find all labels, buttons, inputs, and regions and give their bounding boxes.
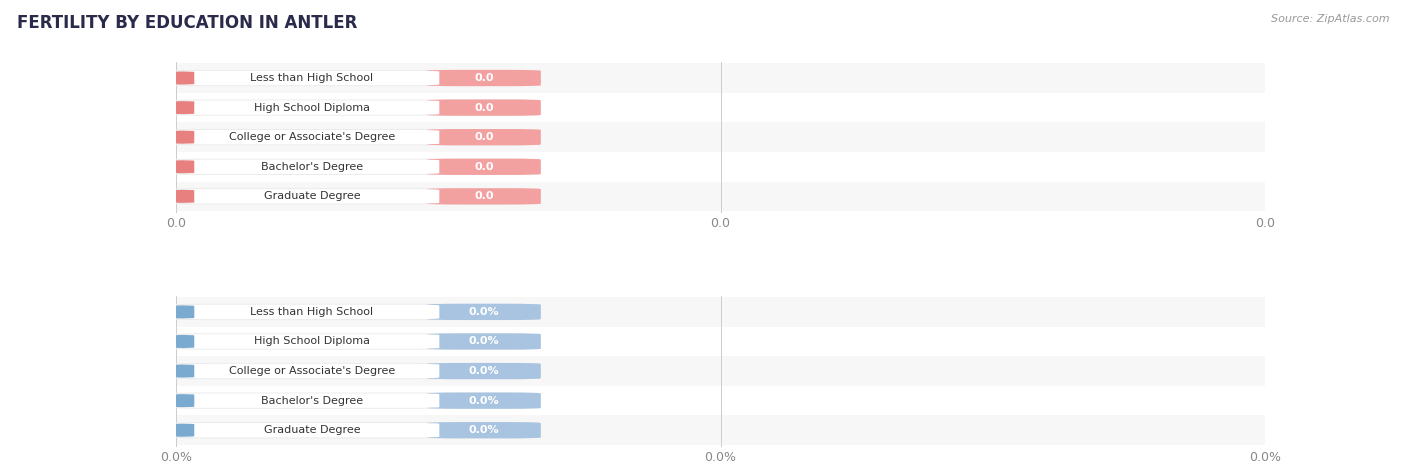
Text: 0.0%: 0.0%: [468, 336, 499, 346]
Text: High School Diploma: High School Diploma: [254, 336, 370, 346]
Text: 0.0%: 0.0%: [468, 425, 499, 435]
FancyBboxPatch shape: [173, 394, 194, 407]
Text: Bachelor's Degree: Bachelor's Degree: [262, 162, 363, 172]
FancyBboxPatch shape: [173, 188, 541, 205]
FancyBboxPatch shape: [427, 70, 541, 86]
Text: High School Diploma: High School Diploma: [254, 103, 370, 113]
Bar: [176, 416, 1265, 445]
Bar: [176, 327, 1265, 356]
Bar: [176, 356, 1265, 386]
FancyBboxPatch shape: [173, 160, 194, 173]
FancyBboxPatch shape: [173, 335, 194, 348]
Text: FERTILITY BY EDUCATION IN ANTLER: FERTILITY BY EDUCATION IN ANTLER: [17, 14, 357, 32]
Text: Graduate Degree: Graduate Degree: [263, 425, 360, 435]
Bar: [176, 63, 1265, 93]
Bar: [176, 152, 1265, 181]
FancyBboxPatch shape: [173, 363, 541, 379]
FancyBboxPatch shape: [173, 101, 194, 114]
Text: Less than High School: Less than High School: [250, 307, 374, 317]
Text: 0.0%: 0.0%: [468, 396, 499, 406]
Text: 0.0: 0.0: [474, 73, 494, 83]
FancyBboxPatch shape: [173, 70, 541, 86]
FancyBboxPatch shape: [173, 424, 194, 437]
FancyBboxPatch shape: [427, 129, 541, 145]
Bar: [176, 297, 1265, 327]
FancyBboxPatch shape: [173, 422, 541, 438]
FancyBboxPatch shape: [427, 159, 541, 175]
FancyBboxPatch shape: [427, 333, 541, 350]
FancyBboxPatch shape: [184, 393, 439, 408]
FancyBboxPatch shape: [173, 190, 194, 203]
Bar: [176, 93, 1265, 123]
FancyBboxPatch shape: [173, 131, 194, 144]
FancyBboxPatch shape: [427, 392, 541, 409]
Text: Bachelor's Degree: Bachelor's Degree: [262, 396, 363, 406]
FancyBboxPatch shape: [173, 304, 541, 320]
Text: 0.0: 0.0: [474, 103, 494, 113]
Text: Graduate Degree: Graduate Degree: [263, 191, 360, 201]
Text: 0.0%: 0.0%: [468, 307, 499, 317]
FancyBboxPatch shape: [173, 305, 194, 318]
FancyBboxPatch shape: [184, 304, 439, 319]
Text: 0.0: 0.0: [474, 132, 494, 142]
FancyBboxPatch shape: [184, 189, 439, 204]
FancyBboxPatch shape: [184, 130, 439, 144]
FancyBboxPatch shape: [184, 160, 439, 174]
Text: 0.0: 0.0: [474, 191, 494, 201]
Bar: [176, 386, 1265, 416]
FancyBboxPatch shape: [173, 71, 194, 85]
Text: College or Associate's Degree: College or Associate's Degree: [229, 132, 395, 142]
FancyBboxPatch shape: [184, 334, 439, 349]
Text: Source: ZipAtlas.com: Source: ZipAtlas.com: [1271, 14, 1389, 24]
FancyBboxPatch shape: [427, 188, 541, 205]
FancyBboxPatch shape: [173, 159, 541, 175]
FancyBboxPatch shape: [184, 71, 439, 85]
FancyBboxPatch shape: [427, 422, 541, 438]
Text: 0.0: 0.0: [474, 162, 494, 172]
FancyBboxPatch shape: [173, 364, 194, 378]
FancyBboxPatch shape: [184, 423, 439, 437]
Text: Less than High School: Less than High School: [250, 73, 374, 83]
Text: 0.0%: 0.0%: [468, 366, 499, 376]
FancyBboxPatch shape: [427, 363, 541, 379]
FancyBboxPatch shape: [427, 304, 541, 320]
Text: College or Associate's Degree: College or Associate's Degree: [229, 366, 395, 376]
FancyBboxPatch shape: [173, 333, 541, 350]
Bar: [176, 181, 1265, 211]
FancyBboxPatch shape: [184, 100, 439, 115]
FancyBboxPatch shape: [173, 392, 541, 409]
FancyBboxPatch shape: [173, 129, 541, 145]
FancyBboxPatch shape: [427, 99, 541, 116]
FancyBboxPatch shape: [184, 364, 439, 378]
FancyBboxPatch shape: [173, 99, 541, 116]
Bar: [176, 123, 1265, 152]
